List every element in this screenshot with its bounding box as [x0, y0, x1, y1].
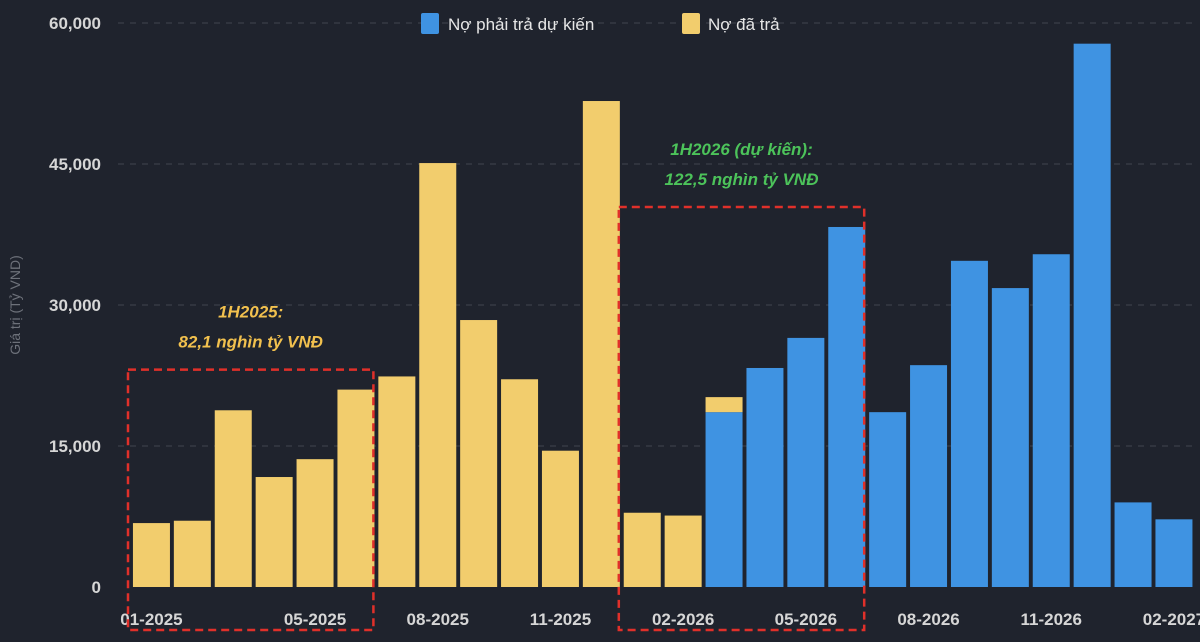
bar-forecast: [705, 412, 743, 587]
bar-forecast: [1073, 43, 1111, 588]
x-tick-label: 05-2025: [284, 610, 346, 629]
highlight-boxes: [126, 205, 866, 632]
annotation-label: 122,5 nghìn tỷ VNĐ: [665, 170, 819, 189]
bar-forecast: [869, 412, 907, 587]
legend: Nợ phải trả dự kiến Nợ đã trả: [421, 13, 780, 34]
x-tick-label: 08-2025: [407, 610, 469, 629]
annotations: 1H2025: 82,1 nghìn tỷ VNĐ 1H2026 (dự kiến)…: [178, 140, 818, 352]
bar-paid: [623, 512, 661, 587]
legend-swatch-paid: [682, 13, 700, 34]
x-tick-label: 02-2026: [652, 610, 714, 629]
x-tick-label: 11-2026: [1021, 610, 1082, 629]
legend-label-forecast: Nợ phải trả dự kiến: [448, 15, 594, 34]
y-axis-ticks: 0 15,000 30,000 45,000 60,000: [49, 14, 101, 597]
bar-forecast: [950, 260, 988, 587]
bar-paid: [419, 163, 457, 587]
x-tick-label: 01-2025: [120, 610, 182, 629]
bar-paid: [296, 459, 334, 587]
y-tick-label: 15,000: [49, 437, 101, 456]
x-tick-label: 05-2026: [775, 610, 837, 629]
bar-forecast: [746, 367, 784, 587]
bar-paid: [214, 410, 252, 587]
bar-forecast: [991, 288, 1029, 587]
x-tick-label: 02-2027: [1143, 610, 1200, 629]
bar-paid: [582, 101, 620, 588]
x-axis-ticks: 01-2025 05-2025 08-2025 11-2025 02-2026 05-20…: [120, 610, 1200, 629]
bar-forecast: [1114, 502, 1152, 587]
bar-paid: [255, 477, 293, 587]
bar-forecast: [787, 337, 825, 587]
y-tick-label: 60,000: [49, 14, 101, 33]
annotation-label: 1H2026 (dự kiến):: [670, 140, 813, 159]
bar-paid: [705, 397, 743, 413]
bar-forecast: [1155, 519, 1193, 587]
bar-paid: [541, 450, 579, 587]
y-axis-label: Giá trị (Tỷ VND): [7, 255, 23, 355]
bar-forecast: [910, 365, 948, 587]
highlight-box: [126, 368, 375, 632]
bar-paid: [173, 520, 211, 587]
annotation-label: 1H2025:: [218, 303, 283, 322]
x-tick-label: 08-2026: [897, 610, 959, 629]
highlight-box: [617, 205, 866, 632]
bar-paid: [132, 523, 170, 587]
bar-paid: [460, 320, 498, 587]
legend-label-paid: Nợ đã trả: [708, 15, 780, 34]
bar-forecast: [1032, 254, 1070, 588]
y-tick-label: 45,000: [49, 155, 101, 174]
bar-paid: [378, 376, 416, 587]
x-tick-label: 11-2025: [530, 610, 591, 629]
bars: [132, 43, 1193, 588]
y-tick-label: 30,000: [49, 296, 101, 315]
bar-forecast: [828, 226, 866, 588]
legend-swatch-forecast: [421, 13, 439, 34]
bar-paid: [501, 379, 539, 587]
annotation-label: 82,1 nghìn tỷ VNĐ: [178, 333, 323, 352]
bar-paid: [337, 389, 375, 587]
bar-paid: [664, 515, 702, 587]
y-tick-label: 0: [92, 578, 101, 597]
